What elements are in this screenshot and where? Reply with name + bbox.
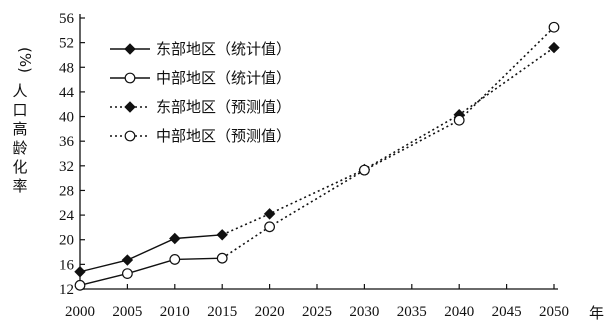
legend-label: 东部地区（预测值）: [156, 98, 291, 116]
y-tick-label: 24: [59, 208, 75, 224]
data-point-marker: [169, 232, 181, 245]
x-tick-label: 2000: [65, 304, 95, 320]
x-tick-label: 2010: [160, 304, 190, 320]
y-axis-ticks: 12 16 20 24 28 32 36 40 44 48 52 56: [59, 11, 85, 298]
data-point-marker: [359, 164, 370, 176]
y-tick-label: 52: [59, 36, 74, 52]
data-point-marker: [121, 268, 133, 280]
x-axis-label: 年: [589, 304, 604, 322]
y-axis-label-char: 人: [12, 82, 27, 100]
axes: [79, 14, 558, 290]
data-point-marker: [169, 254, 181, 265]
legend-marker: [124, 130, 136, 142]
x-tick-label: 2015: [207, 304, 237, 320]
data-point-marker: [264, 221, 276, 233]
series-line: [79, 234, 223, 273]
series-markers: [74, 21, 560, 291]
x-tick-label: 2040: [444, 304, 474, 320]
y-axis-label-char: 率: [12, 177, 27, 195]
x-tick-label: 2030: [349, 304, 379, 320]
y-tick-label: 20: [59, 233, 74, 249]
y-axis-unit: (%): [16, 47, 34, 73]
data-point-marker: [216, 252, 228, 264]
y-tick-label: 12: [59, 282, 74, 298]
data-point-marker: [453, 114, 465, 126]
series-lines: [79, 26, 555, 286]
legend-label: 中部地区（统计值）: [156, 69, 291, 87]
data-point-marker: [216, 229, 228, 241]
y-axis-label-char: 高: [12, 120, 27, 138]
x-tick-label: 2050: [539, 304, 569, 320]
legend-marker: [124, 43, 136, 55]
legend: 东部地区（统计值） 中部地区（统计值） 东部地区（预测值） 中部地区（预测值）: [110, 40, 291, 145]
x-tick-label: 2045: [492, 304, 522, 320]
x-tick-label: 2020: [255, 304, 285, 320]
legend-label: 中部地区（预测值）: [156, 127, 291, 145]
data-point-marker: [74, 279, 86, 291]
series-line: [79, 257, 223, 286]
y-tick-label: 32: [59, 159, 74, 175]
y-tick-label: 36: [59, 134, 75, 150]
data-point-marker: [548, 41, 560, 54]
legend-marker: [124, 72, 136, 84]
legend-label: 东部地区（统计值）: [156, 40, 291, 58]
y-tick-label: 48: [59, 60, 74, 76]
y-tick-label: 40: [59, 110, 74, 126]
x-axis-ticks: 2000 2005 2010 2015 2020 2025 2030 2035 2040 2045…: [65, 284, 569, 320]
y-tick-label: 44: [59, 85, 75, 101]
y-axis-label-char: 龄: [12, 139, 27, 157]
y-tick-label: 28: [59, 183, 74, 199]
y-axis-label-char: 口: [12, 101, 27, 119]
legend-marker: [124, 101, 136, 113]
y-tick-label: 56: [59, 11, 75, 27]
y-tick-label: 16: [59, 257, 75, 273]
y-axis-label-char: 化: [12, 158, 27, 176]
x-tick-label: 2035: [397, 304, 427, 320]
x-tick-label: 2005: [112, 304, 142, 320]
data-point-marker: [548, 21, 560, 33]
data-point-marker: [74, 266, 86, 278]
data-point-marker: [121, 254, 134, 266]
x-tick-label: 2025: [302, 304, 332, 320]
data-point-marker: [263, 208, 276, 220]
